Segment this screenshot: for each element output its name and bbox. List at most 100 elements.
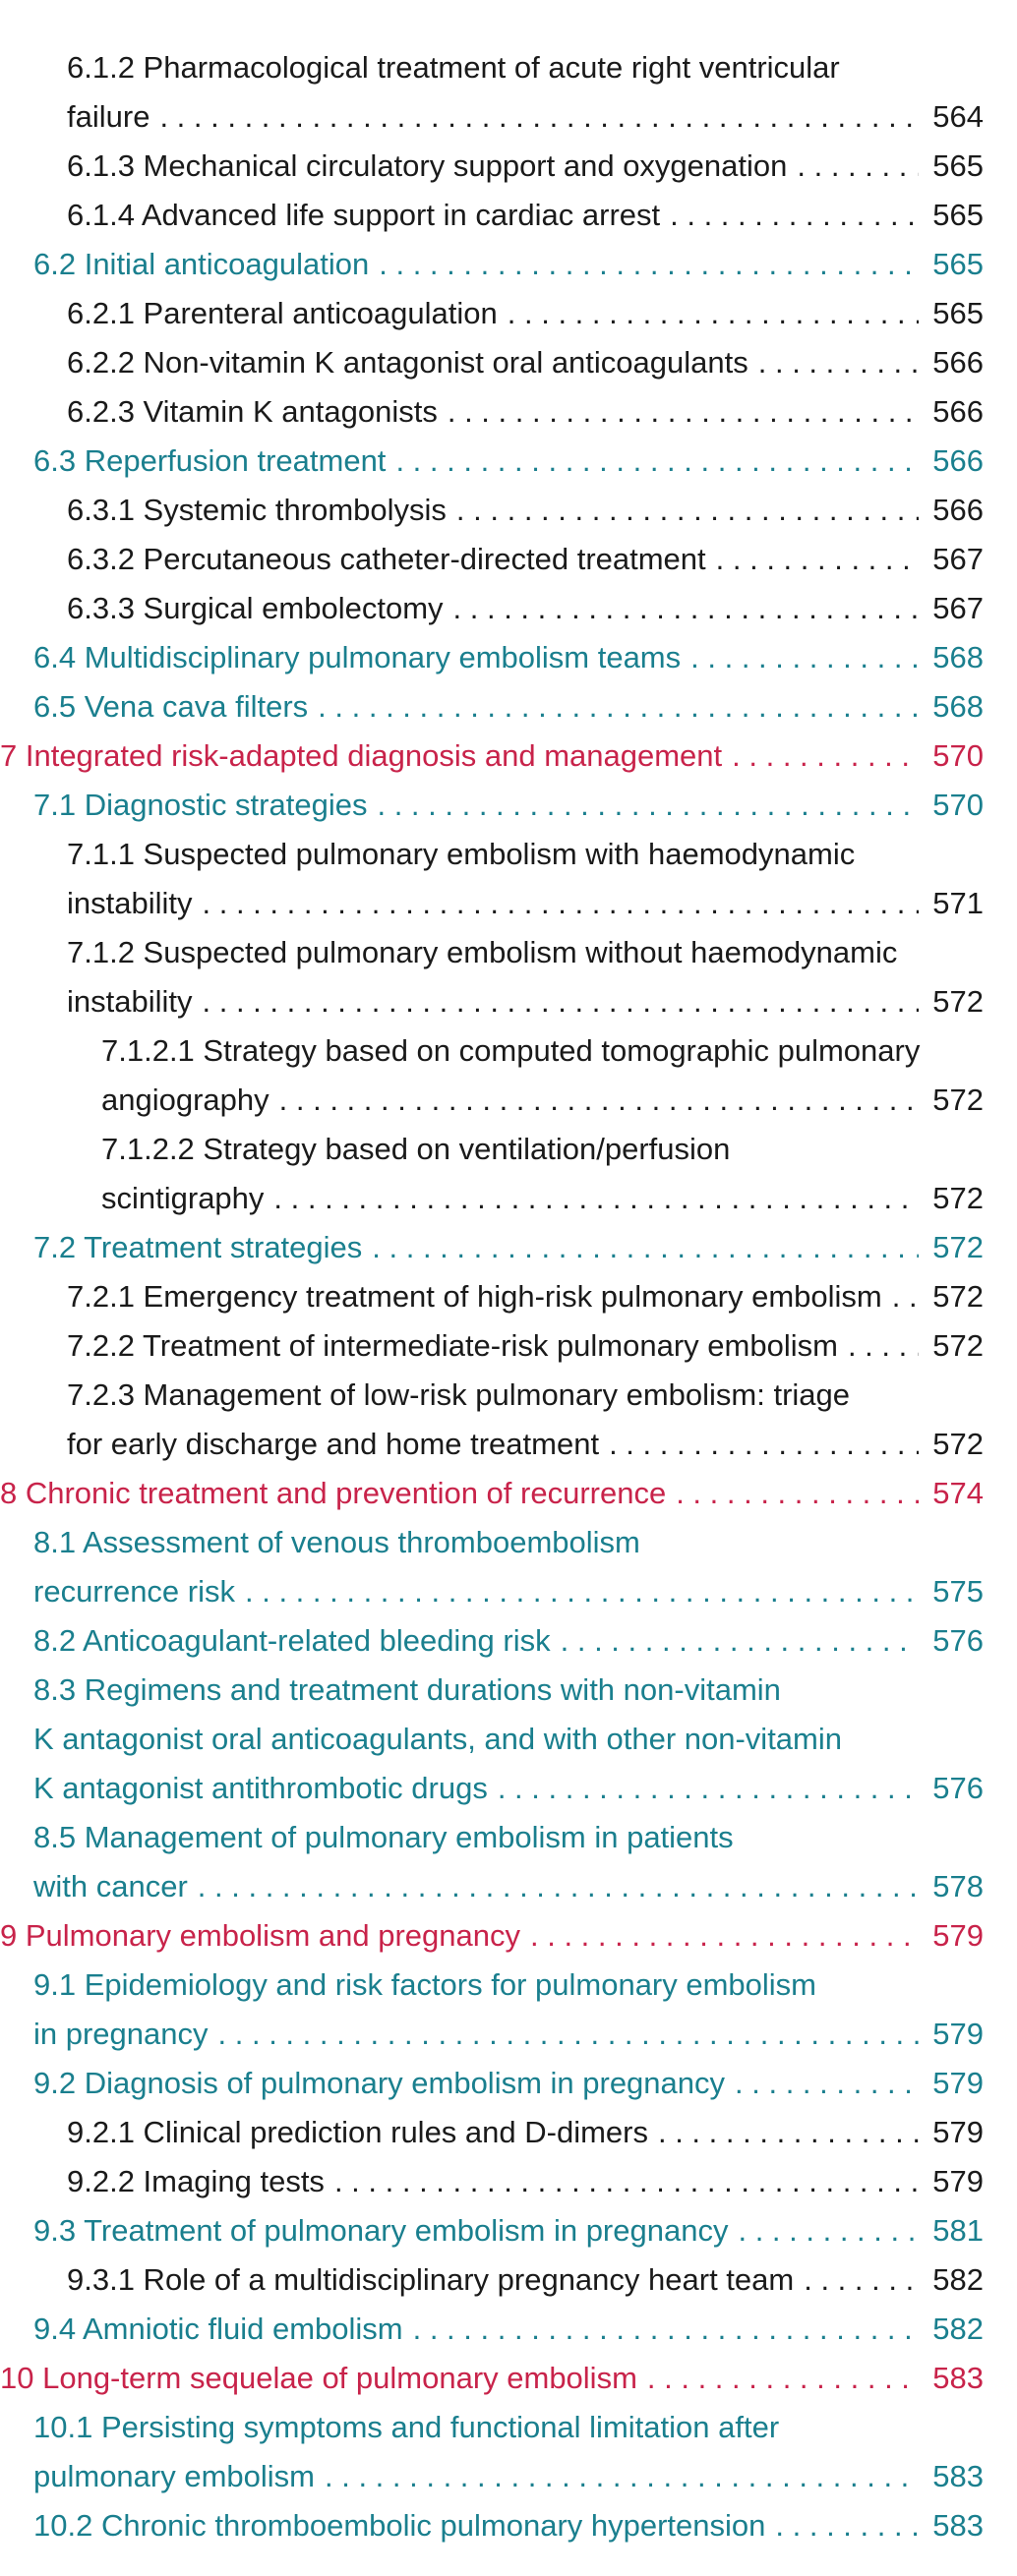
toc-entry-line: 9.2.1 Clinical prediction rules and D-di…	[67, 2108, 984, 2157]
toc-section-entry[interactable]: 6.5 Vena cava filters 568	[0, 682, 984, 732]
dot-leader	[245, 1567, 919, 1616]
toc-section-entry[interactable]: 8.3 Regimens and treatment durations wit…	[0, 1666, 984, 1813]
toc-section-entry[interactable]: 7.1 Diagnostic strategies 570	[0, 781, 984, 830]
toc-subsection-entry[interactable]: 6.1.3 Mechanical circulatory support and…	[0, 142, 984, 191]
toc-entry-line: 8.3 Regimens and treatment durations wit…	[33, 1666, 984, 1715]
toc-entry-line: failure 564	[67, 92, 984, 142]
toc-subsection-entry[interactable]: 9.2.2 Imaging tests 579	[0, 2157, 984, 2206]
dot-leader	[797, 142, 919, 191]
toc-subsection-entry[interactable]: 6.1.4 Advanced life support in cardiac a…	[0, 191, 984, 240]
toc-subsection-entry[interactable]: 6.3.3 Surgical embolectomy 567	[0, 584, 984, 633]
toc-page-number: 566	[932, 394, 984, 429]
toc-page-number: 579	[932, 2017, 984, 2051]
dot-leader	[609, 1420, 919, 1469]
toc-subsection-entry[interactable]: 6.1.2 Pharmacological treatment of acute…	[0, 43, 984, 142]
toc-entry-line: K antagonist oral anticoagulants, and wi…	[33, 1715, 984, 1764]
toc-entry-line: 9.3.1 Role of a multidisciplinary pregna…	[67, 2255, 984, 2305]
toc-page-number: 568	[932, 689, 984, 724]
toc-section-entry[interactable]: 9.4 Amniotic fluid embolism 582	[0, 2305, 984, 2354]
toc-section-entry[interactable]: 7.2 Treatment strategies 572	[0, 1223, 984, 1272]
toc-entry-line: 7.1.2.1 Strategy based on computed tomog…	[101, 1026, 984, 1076]
toc-entry-line: 8 Chronic treatment and prevention of re…	[0, 1469, 984, 1518]
dot-leader	[775, 2501, 919, 2550]
toc-page-number: 583	[932, 2459, 984, 2493]
toc-entry-title: 6.2 Initial anticoagulation	[33, 247, 370, 281]
toc-entry-line: 7.1.2.2 Strategy based on ventilation/pe…	[101, 1125, 984, 1174]
toc-subsection-entry[interactable]: 9.3.1 Role of a multidisciplinary pregna…	[0, 2255, 984, 2305]
toc-section-entry[interactable]: 9.2 Diagnosis of pulmonary embolism in p…	[0, 2059, 984, 2108]
toc-page-number: 565	[932, 296, 984, 330]
toc-subsection-entry[interactable]: 6.3.2 Percutaneous catheter-directed tre…	[0, 535, 984, 584]
toc-chapter-entry[interactable]: 10 Long-term sequelae of pulmonary embol…	[0, 2354, 984, 2403]
toc-chapter-entry[interactable]: 7 Integrated risk-adapted diagnosis and …	[0, 732, 984, 781]
dot-leader	[690, 633, 919, 682]
toc-subsection-entry[interactable]: 7.1.2.1 Strategy based on computed tomog…	[0, 1026, 984, 1125]
toc-subsection-entry[interactable]: 7.2.2 Treatment of intermediate-risk pul…	[0, 1321, 984, 1371]
toc-page-number: 579	[932, 2115, 984, 2149]
toc-section-entry[interactable]: 8.2 Anticoagulant-related bleeding risk 5…	[0, 1616, 984, 1666]
toc-entry-line: 6.2.2 Non-vitamin K antagonist oral anti…	[67, 338, 984, 387]
toc-entry-title: 7.1.2.2 Strategy based on ventilation/pe…	[101, 1132, 731, 1166]
toc-section-entry[interactable]: 9.1 Epidemiology and risk factors for pu…	[0, 1961, 984, 2059]
toc-chapter-entry[interactable]: 9 Pulmonary embolism and pregnancy 579	[0, 1911, 984, 1961]
toc-subsection-entry[interactable]: 7.2.3 Management of low-risk pulmonary e…	[0, 1371, 984, 1469]
toc-subsection-entry[interactable]: 6.2.1 Parenteral anticoagulation 565	[0, 289, 984, 338]
toc-section-entry[interactable]: 8.1 Assessment of venous thromboembolism…	[0, 1518, 984, 1616]
toc-entry-line: 7.1.2 Suspected pulmonary embolism witho…	[67, 928, 984, 977]
toc-entry-title: 8.3 Regimens and treatment durations wit…	[33, 1672, 781, 1707]
toc-entry-line: 7 Integrated risk-adapted diagnosis and …	[0, 732, 984, 781]
toc-page-number: 572	[932, 1328, 984, 1363]
toc-entry-line: 6.1.2 Pharmacological treatment of acute…	[67, 43, 984, 92]
toc-entry-title: 9.2.1 Clinical prediction rules and D-di…	[67, 2115, 648, 2149]
toc-entry-title: 6.1.3 Mechanical circulatory support and…	[67, 148, 788, 183]
toc-entry-title: recurrence risk	[33, 1574, 235, 1609]
toc-entry-line: scintigraphy 572	[101, 1174, 984, 1223]
toc-entry-line: instability 571	[67, 879, 984, 928]
dot-leader	[198, 1862, 919, 1911]
toc-section-entry[interactable]: 10.1 Persisting symptoms and functional …	[0, 2403, 984, 2501]
dot-leader	[279, 1076, 919, 1125]
toc-subsection-entry[interactable]: 9.2.1 Clinical prediction rules and D-di…	[0, 2108, 984, 2157]
toc-subsection-entry[interactable]: 7.2.1 Emergency treatment of high-risk p…	[0, 1272, 984, 1321]
toc-entry-title: 6.3.3 Surgical embolectomy	[67, 591, 444, 625]
toc-page-number: 576	[932, 1771, 984, 1805]
toc-subsection-entry[interactable]: 6.2.2 Non-vitamin K antagonist oral anti…	[0, 338, 984, 387]
toc-entry-title: 6.2.2 Non-vitamin K antagonist oral anti…	[67, 345, 748, 380]
toc-entry-title: 6.4 Multidisciplinary pulmonary embolism…	[33, 640, 682, 674]
toc-entry-title: 8.5 Management of pulmonary embolism in …	[33, 1820, 734, 1854]
toc-section-entry[interactable]: 8.5 Management of pulmonary embolism in …	[0, 1813, 984, 1911]
toc-section-entry[interactable]: 6.3 Reperfusion treatment 566	[0, 437, 984, 486]
dot-leader	[647, 2354, 919, 2403]
toc-entry-title: 7 Integrated risk-adapted diagnosis and …	[0, 738, 723, 773]
toc-page-number: 574	[932, 1476, 984, 1510]
toc-entry-line: 9.2.2 Imaging tests 579	[67, 2157, 984, 2206]
toc-entry-title: 7.1.1 Suspected pulmonary embolism with …	[67, 837, 856, 871]
toc-subsection-entry[interactable]: 7.1.1 Suspected pulmonary embolism with …	[0, 830, 984, 928]
toc-page-number: 583	[932, 2508, 984, 2543]
toc-entry-line: angiography 572	[101, 1076, 984, 1125]
toc-section-entry[interactable]: 6.2 Initial anticoagulation 565	[0, 240, 984, 289]
dot-leader	[676, 1469, 919, 1518]
toc-page-number: 565	[932, 198, 984, 232]
toc-subsection-entry[interactable]: 6.2.3 Vitamin K antagonists 566	[0, 387, 984, 437]
toc-entry-line: 7.2 Treatment strategies 572	[33, 1223, 984, 1272]
dot-leader	[203, 879, 920, 928]
toc-entry-title: 10.2 Chronic thromboembolic pulmonary hy…	[33, 2508, 766, 2543]
toc-subsection-entry[interactable]: 6.3.1 Systemic thrombolysis 566	[0, 486, 984, 535]
toc-entry-line: 10 Long-term sequelae of pulmonary embol…	[0, 2354, 984, 2403]
toc-entry-title: 7.2.3 Management of low-risk pulmonary e…	[67, 1377, 851, 1412]
toc-subsection-entry[interactable]: 7.1.2.2 Strategy based on ventilation/pe…	[0, 1125, 984, 1223]
toc-entry-line: 6.3.2 Percutaneous catheter-directed tre…	[67, 535, 984, 584]
toc-entry-title: instability	[67, 984, 193, 1019]
dot-leader	[658, 2108, 919, 2157]
toc-section-entry[interactable]: 6.4 Multidisciplinary pulmonary embolism…	[0, 633, 984, 682]
dot-leader	[453, 584, 919, 633]
toc-entry-line: with cancer 578	[33, 1862, 984, 1911]
toc-section-entry[interactable]: 9.3 Treatment of pulmonary embolism in p…	[0, 2206, 984, 2255]
toc-chapter-entry[interactable]: 8 Chronic treatment and prevention of re…	[0, 1469, 984, 1518]
toc-section-entry[interactable]: 10.2 Chronic thromboembolic pulmonary hy…	[0, 2501, 984, 2550]
toc-entry-title: K antagonist antithrombotic drugs	[33, 1771, 488, 1805]
toc-page-number: 572	[932, 984, 984, 1019]
toc-entry-title: 6.2.3 Vitamin K antagonists	[67, 394, 438, 429]
toc-subsection-entry[interactable]: 7.1.2 Suspected pulmonary embolism witho…	[0, 928, 984, 1026]
